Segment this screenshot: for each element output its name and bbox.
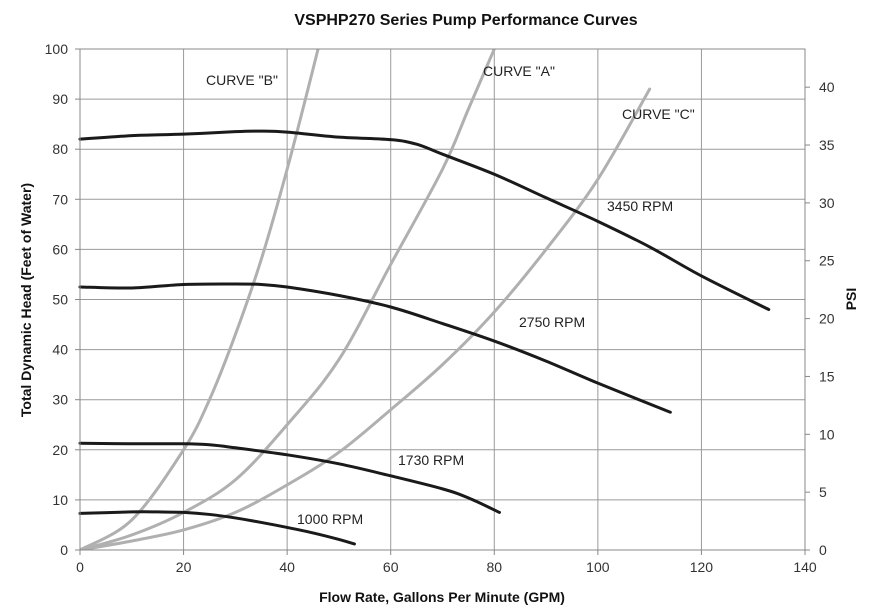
y-tick-label: 0 [60, 542, 68, 558]
rpm-3450-label: 3450 RPM [607, 198, 673, 214]
y-tick-label: 30 [52, 392, 68, 408]
chart-title: VSPHP270 Series Pump Performance Curves [294, 12, 637, 29]
y2-tick-label: 15 [819, 368, 835, 384]
y-tick-label: 70 [52, 191, 68, 207]
y2-tick-label: 25 [819, 253, 835, 269]
x-tick-label: 140 [793, 559, 817, 575]
y-tick-label: 100 [45, 41, 69, 57]
rpm-1000-label: 1000 RPM [297, 511, 363, 527]
y-tick-label: 50 [52, 292, 68, 308]
system-curve-line [80, 49, 496, 550]
grid [80, 49, 805, 550]
x-tick-label: 60 [383, 559, 399, 575]
curve-c-label: CURVE "C" [622, 106, 695, 122]
y2-tick-label: 10 [819, 426, 835, 442]
y2-axis-title: PSI [843, 288, 859, 311]
y2-tick-label: 35 [819, 137, 835, 153]
pump-curve-line [78, 282, 672, 414]
y2-axis-ticks: 0 5 10 15 20 25 30 35 40 [805, 79, 835, 558]
system-curve-line [80, 49, 320, 550]
pump-curves [78, 129, 771, 546]
y2-tick-label: 20 [819, 311, 835, 327]
rpm-2750-label: 2750 RPM [519, 314, 585, 330]
y2-tick-label: 40 [819, 79, 835, 95]
pump-curve-line [78, 129, 771, 312]
x-tick-label: 100 [586, 559, 610, 575]
y2-tick-label: 30 [819, 195, 835, 211]
x-tick-label: 80 [486, 559, 502, 575]
y-tick-label: 80 [52, 141, 68, 157]
y2-tick-label: 5 [819, 484, 827, 500]
x-tick-label: 20 [176, 559, 192, 575]
x-axis-ticks: 0 20 40 60 80 100 120 140 [76, 550, 817, 575]
y-axis-title: Total Dynamic Head (Feet of Water) [18, 183, 34, 417]
system-curve-line [80, 87, 652, 550]
y2-tick-label: 0 [819, 542, 827, 558]
y-tick-label: 60 [52, 241, 68, 257]
y-axis-ticks: 0 10 20 30 40 50 60 70 80 90 100 [45, 41, 80, 558]
system-curves [80, 49, 652, 550]
y-tick-label: 10 [52, 492, 68, 508]
rpm-1730-label: 1730 RPM [398, 452, 464, 468]
x-tick-label: 120 [690, 559, 714, 575]
pump-curve-line [78, 441, 501, 514]
curve-b-label: CURVE "B" [206, 72, 278, 88]
y-tick-label: 20 [52, 442, 68, 458]
x-tick-label: 0 [76, 559, 84, 575]
x-axis-title: Flow Rate, Gallons Per Minute (GPM) [319, 589, 565, 605]
curve-a-label: CURVE "A" [483, 63, 555, 79]
y-tick-label: 90 [52, 91, 68, 107]
x-tick-label: 40 [279, 559, 295, 575]
y-tick-label: 40 [52, 342, 68, 358]
pump-curve-line [78, 510, 356, 546]
